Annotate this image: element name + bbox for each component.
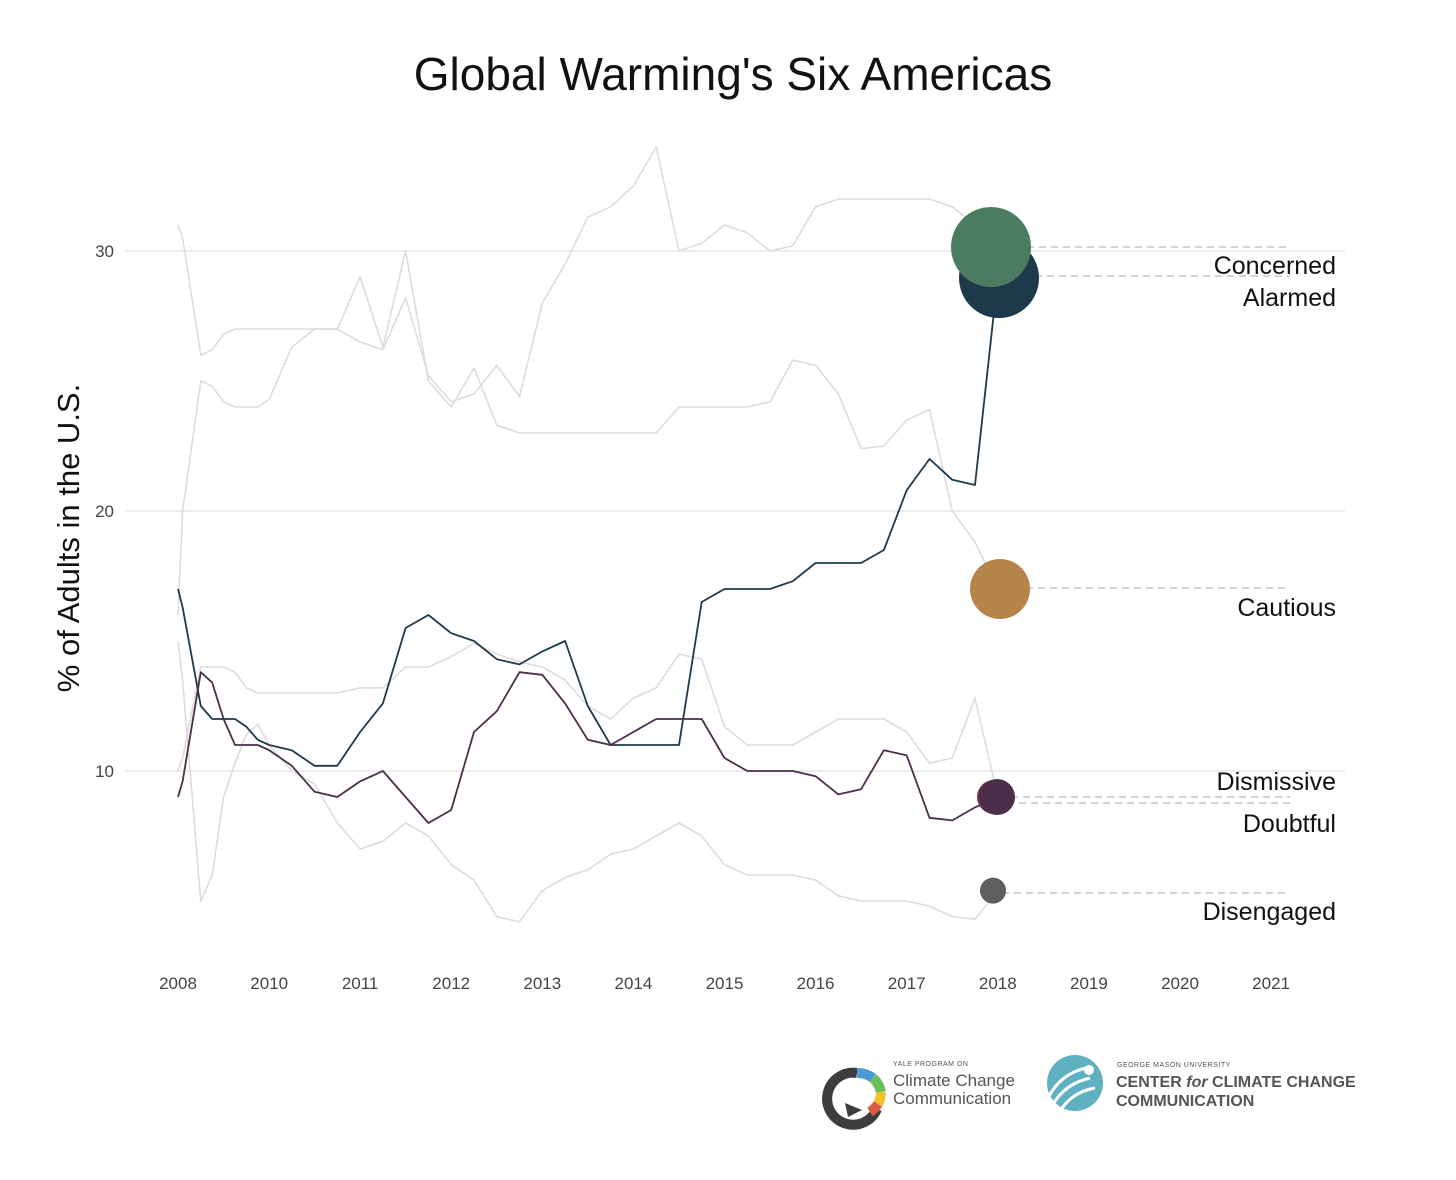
segment-labels: Concerned Alarmed Cautious Dismissive Doubtf…: [1203, 252, 1336, 926]
speech-bubble-icon: [822, 1067, 886, 1130]
gmu-center-logo: GEORGE MASON UNIVERSITY CENTER for CLIMA…: [1046, 1055, 1356, 1112]
x-tick-2015: 2015: [706, 974, 744, 993]
y-tick-20: 20: [95, 502, 114, 521]
x-tick-2016: 2016: [797, 974, 835, 993]
series-line-doubtful: [177, 642, 999, 798]
x-tick-2012: 2012: [432, 974, 470, 993]
x-tick-2014: 2014: [614, 974, 652, 993]
x-tick-2010: 2010: [250, 974, 288, 993]
end-marker-concerned: [951, 207, 1031, 287]
label-disengaged: Disengaged: [1203, 898, 1336, 926]
series-line-concerned: [177, 146, 999, 403]
background-series-lines: [177, 146, 999, 923]
label-dismissive: Dismissive: [1217, 768, 1336, 796]
chart-title: Global Warming's Six Americas: [414, 48, 1052, 100]
label-concerned: Concerned: [1214, 252, 1336, 280]
y-tick-10: 10: [95, 762, 114, 781]
highlighted-series-lines: [177, 276, 999, 824]
y-axis-ticks: 10 20 30: [95, 242, 114, 781]
y-axis-label: % of Adults in the U.S.: [51, 384, 86, 692]
gmu-line-2: COMMUNICATION: [1116, 1093, 1254, 1110]
label-leader-lines: [1002, 246, 1290, 894]
gmu-small-text: GEORGE MASON UNIVERSITY: [1117, 1062, 1231, 1069]
x-tick-2021: 2021: [1252, 974, 1290, 993]
gridlines: [125, 250, 1345, 772]
wave-sun-icon: [1046, 1055, 1103, 1112]
yale-small-text: YALE PROGRAM ON: [893, 1061, 968, 1068]
label-doubtful: Doubtful: [1243, 810, 1336, 838]
x-tick-2018: 2018: [979, 974, 1017, 993]
end-marker-dismissive: [979, 779, 1015, 815]
x-axis-ticks: 2008 2010 2011 2012 2013 2014 2015 2016 2017 2018…: [159, 974, 1290, 993]
label-cautious: Cautious: [1237, 594, 1336, 622]
series-line-disengaged: [177, 640, 999, 923]
series-line-dismissive: [177, 671, 999, 824]
yale-climate-logo: YALE PROGRAM ON Climate Change Communica…: [822, 1061, 1015, 1130]
series-line-cautious: [177, 250, 999, 616]
gmu-line-1: CENTER for CLIMATE CHANGE: [1116, 1074, 1356, 1091]
label-alarmed: Alarmed: [1243, 284, 1336, 312]
y-tick-30: 30: [95, 242, 114, 261]
x-tick-2011: 2011: [342, 974, 379, 993]
x-tick-2020: 2020: [1161, 974, 1199, 993]
x-tick-2008: 2008: [159, 974, 197, 993]
x-tick-2017: 2017: [888, 974, 926, 993]
end-markers: [951, 207, 1039, 904]
x-tick-2019: 2019: [1070, 974, 1108, 993]
end-marker-disengaged: [980, 877, 1006, 904]
x-tick-2013: 2013: [523, 974, 561, 993]
series-line-alarmed: [177, 276, 999, 767]
end-marker-cautious: [970, 559, 1030, 619]
yale-line-2: Communication: [893, 1089, 1011, 1108]
yale-line-1: Climate Change: [893, 1071, 1015, 1090]
